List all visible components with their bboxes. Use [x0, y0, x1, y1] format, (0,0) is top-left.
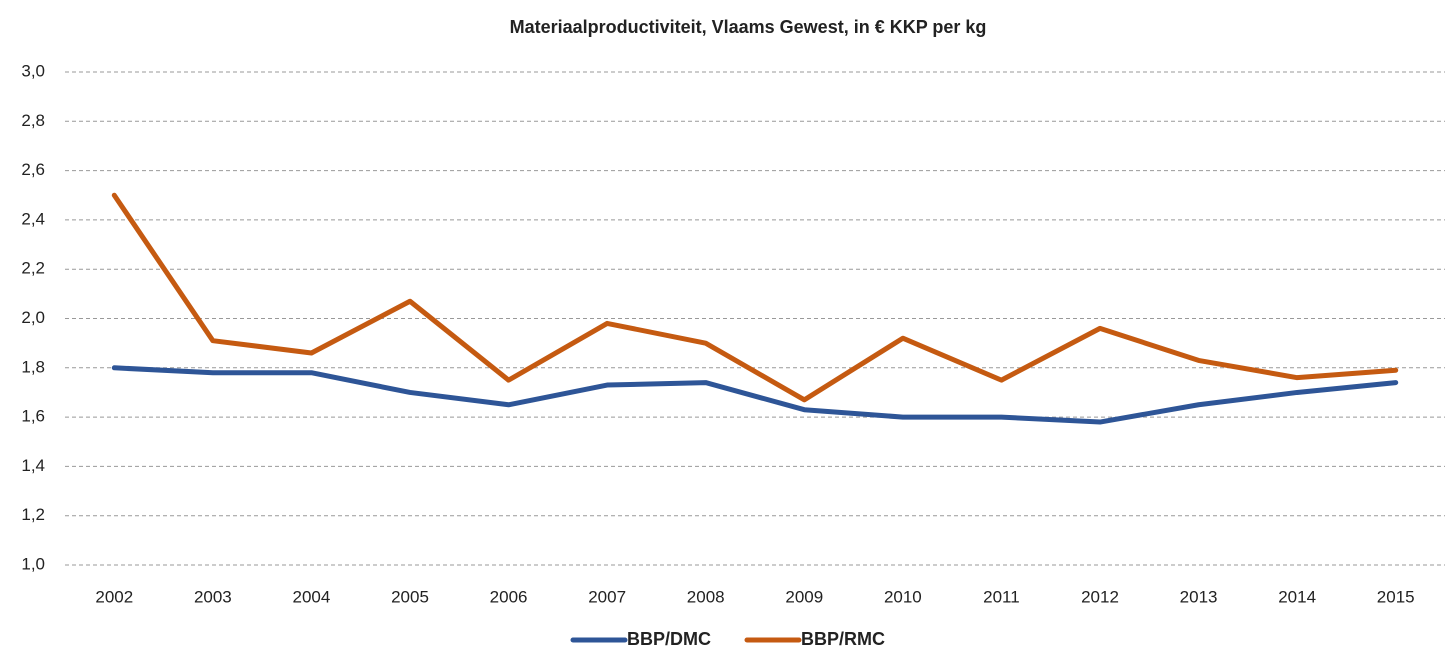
legend-label: BBP/DMC	[627, 629, 711, 649]
y-tick-label: 2,0	[21, 308, 45, 327]
x-tick-label: 2006	[490, 587, 528, 606]
x-tick-label: 2010	[884, 587, 922, 606]
data-line	[111, 365, 1399, 425]
y-tick-label: 1,2	[21, 505, 45, 524]
y-tick-label: 2,8	[21, 111, 45, 130]
legend-label: BBP/RMC	[801, 629, 885, 649]
x-tick-label: 2009	[785, 587, 823, 606]
x-tick-label: 2013	[1180, 587, 1218, 606]
y-tick-label: 1,8	[21, 357, 45, 376]
x-tick-label: 2008	[687, 587, 725, 606]
chart-title: Materiaalproductiviteit, Vlaams Gewest, …	[510, 17, 987, 37]
y-tick-label: 3,0	[21, 61, 45, 80]
data-line	[111, 192, 1399, 403]
y-tick-label: 2,2	[21, 259, 45, 278]
x-tick-label: 2015	[1377, 587, 1415, 606]
x-tick-label: 2014	[1278, 587, 1316, 606]
x-tick-label: 2003	[194, 587, 232, 606]
y-tick-label: 2,4	[21, 209, 45, 228]
y-tick-label: 1,6	[21, 407, 45, 426]
y-tick-label: 1,4	[21, 456, 45, 475]
x-tick-label: 2004	[293, 587, 331, 606]
x-tick-label: 2007	[588, 587, 626, 606]
y-tick-label: 2,6	[21, 160, 45, 179]
y-tick-label: 1,0	[21, 554, 45, 573]
x-tick-label: 2005	[391, 587, 429, 606]
x-tick-label: 2002	[95, 587, 133, 606]
x-tick-label: 2012	[1081, 587, 1119, 606]
x-tick-label: 2011	[983, 587, 1020, 606]
